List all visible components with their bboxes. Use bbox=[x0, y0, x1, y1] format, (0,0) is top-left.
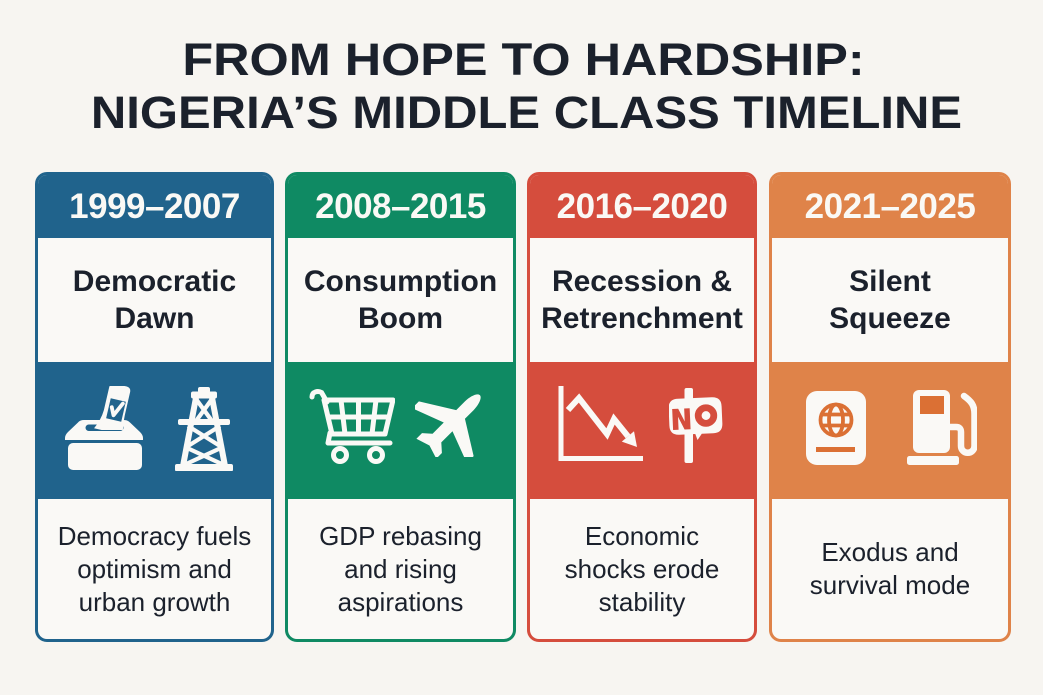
no-sign-icon bbox=[669, 388, 723, 463]
fuel-pump-icon bbox=[907, 390, 977, 465]
timeline-card-2016-2020: 2016–2020 Recession & Retrenchment bbox=[527, 172, 757, 642]
page-title-line2: NIGERIA’S MIDDLE CLASS TIMELINE bbox=[90, 87, 963, 138]
card3-title: Recession & Retrenchment bbox=[541, 265, 743, 335]
declining-chart-icon bbox=[558, 386, 646, 463]
card1-title: Democratic Dawn bbox=[72, 265, 237, 335]
timeline-card-1999-2007: 1999–2007 Democratic Dawn bbox=[35, 172, 274, 642]
card2-years: 2008–2015 bbox=[288, 175, 513, 238]
card4-description: Exodus and survival mode bbox=[809, 537, 971, 600]
card1-icons bbox=[38, 362, 271, 499]
card3-icons bbox=[530, 362, 754, 499]
card1-years: 1999–2007 bbox=[38, 175, 271, 238]
card1-description: Democracy fuels optimism and urban growt… bbox=[57, 520, 252, 617]
card4-icons bbox=[772, 362, 1008, 499]
page-title: FROM HOPE TO HARDSHIP: NIGERIA’S MIDDLE … bbox=[0, 33, 1043, 139]
card4-title: Silent Squeeze bbox=[829, 265, 951, 335]
page-title-line1: FROM HOPE TO HARDSHIP: bbox=[182, 34, 865, 85]
card4-years: 2021–2025 bbox=[772, 175, 1008, 238]
airplane-icon bbox=[415, 393, 485, 457]
card2-description: GDP rebasing and rising aspirations bbox=[319, 520, 482, 617]
card3-description: Economic shocks erode stability bbox=[564, 520, 720, 617]
oil-derrick-icon bbox=[175, 387, 233, 471]
shopping-cart-icon bbox=[309, 387, 395, 464]
timeline-card-2008-2015: 2008–2015 Consumption Boom bbox=[285, 172, 516, 642]
ballot-box-icon bbox=[64, 386, 144, 470]
card2-title: Consumption Boom bbox=[303, 265, 498, 335]
card3-years: 2016–2020 bbox=[530, 175, 754, 238]
passport-icon bbox=[806, 391, 866, 465]
timeline-card-2021-2025: 2021–2025 Silent Squeeze bbox=[769, 172, 1011, 642]
card2-icons bbox=[288, 362, 513, 499]
